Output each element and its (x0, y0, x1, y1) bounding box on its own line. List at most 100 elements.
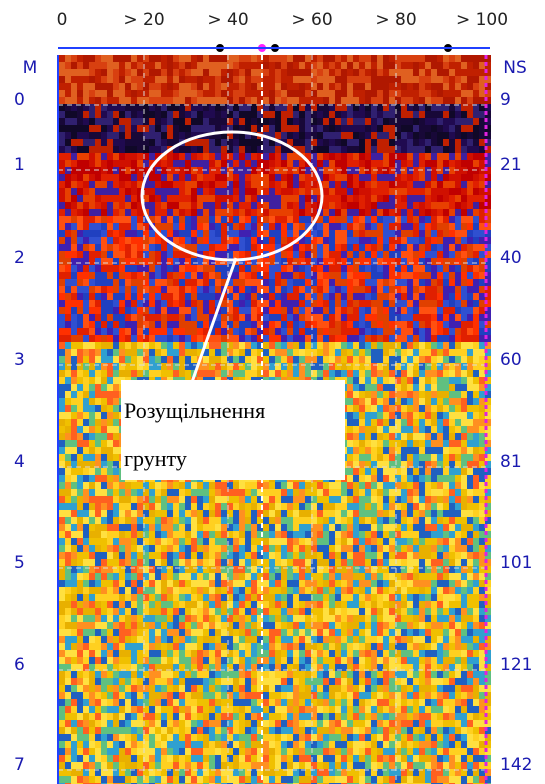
texture-cell (263, 146, 269, 153)
texture-cell (161, 517, 167, 524)
texture-cell (71, 440, 77, 447)
texture-cell (443, 447, 449, 454)
texture-cell (173, 342, 179, 349)
texture-cell (245, 209, 251, 216)
texture-cell (113, 356, 119, 363)
texture-cell (107, 475, 113, 482)
texture-cell (377, 405, 383, 412)
texture-cell (407, 433, 413, 440)
texture-cell (173, 118, 179, 125)
texture-cell (389, 419, 395, 426)
texture-cell (179, 160, 185, 167)
texture-cell (371, 111, 377, 118)
texture-cell (479, 139, 485, 146)
texture-cell (59, 328, 65, 335)
texture-cell (149, 328, 155, 335)
texture-cell (149, 531, 155, 538)
texture-cell (125, 496, 131, 503)
texture-cell (437, 440, 443, 447)
texture-cell (287, 370, 293, 377)
texture-cell (209, 125, 215, 132)
texture-cell (413, 146, 419, 153)
texture-cell (479, 300, 485, 307)
texture-cell (107, 216, 113, 223)
texture-cell (431, 195, 437, 202)
texture-cell (287, 489, 293, 496)
texture-cell (101, 160, 107, 167)
texture-cell (431, 489, 437, 496)
texture-cell (197, 244, 203, 251)
texture-cell (89, 503, 95, 510)
texture-cell (365, 188, 371, 195)
texture-cell (155, 174, 161, 181)
texture-cell (65, 454, 71, 461)
texture-cell (377, 209, 383, 216)
texture-cell (293, 321, 299, 328)
texture-cell (113, 531, 119, 538)
texture-cell (455, 321, 461, 328)
texture-cell (221, 146, 227, 153)
texture-cell (161, 111, 167, 118)
texture-cell (371, 349, 377, 356)
texture-cell (413, 475, 419, 482)
texture-cell (413, 517, 419, 524)
texture-cell (389, 524, 395, 531)
texture-cell (239, 139, 245, 146)
texture-cell (173, 181, 179, 188)
texture-cell (371, 510, 377, 517)
texture-cell (479, 482, 485, 489)
texture-cell (413, 419, 419, 426)
texture-cell (95, 321, 101, 328)
texture-cell (101, 181, 107, 188)
texture-cell (65, 293, 71, 300)
texture-cell (359, 454, 365, 461)
texture-cell (425, 153, 431, 160)
texture-cell (251, 349, 257, 356)
texture-cell (461, 475, 467, 482)
texture-cell (455, 293, 461, 300)
texture-cell (65, 209, 71, 216)
texture-cell (149, 265, 155, 272)
texture-cell (407, 363, 413, 370)
texture-cell (137, 300, 143, 307)
texture-cell (107, 69, 113, 76)
texture-cell (113, 377, 119, 384)
texture-cell (347, 202, 353, 209)
texture-cell (329, 279, 335, 286)
texture-cell (359, 195, 365, 202)
texture-cell (317, 363, 323, 370)
texture-cell (473, 188, 479, 195)
texture-cell (95, 524, 101, 531)
texture-cell (245, 244, 251, 251)
texture-cell (95, 111, 101, 118)
texture-cell (95, 496, 101, 503)
texture-cell (365, 230, 371, 237)
texture-cell (449, 216, 455, 223)
texture-cell (347, 433, 353, 440)
texture-cell (329, 356, 335, 363)
texture-cell (149, 244, 155, 251)
texture-cell (65, 398, 71, 405)
texture-cell (77, 265, 83, 272)
texture-cell (377, 125, 383, 132)
texture-cell (329, 349, 335, 356)
texture-cell (299, 356, 305, 363)
texture-cell (275, 55, 281, 62)
texture-cell (377, 440, 383, 447)
texture-cell (221, 237, 227, 244)
texture-cell (233, 496, 239, 503)
texture-cell (353, 279, 359, 286)
texture-cell (413, 97, 419, 104)
texture-cell (185, 230, 191, 237)
texture-cell (479, 111, 485, 118)
texture-cell (335, 258, 341, 265)
texture-cell (101, 391, 107, 398)
texture-cell (125, 342, 131, 349)
texture-cell (461, 496, 467, 503)
texture-cell (335, 216, 341, 223)
texture-cell (473, 300, 479, 307)
texture-cell (77, 433, 83, 440)
texture-cell (239, 356, 245, 363)
texture-cell (473, 342, 479, 349)
texture-cell (377, 496, 383, 503)
